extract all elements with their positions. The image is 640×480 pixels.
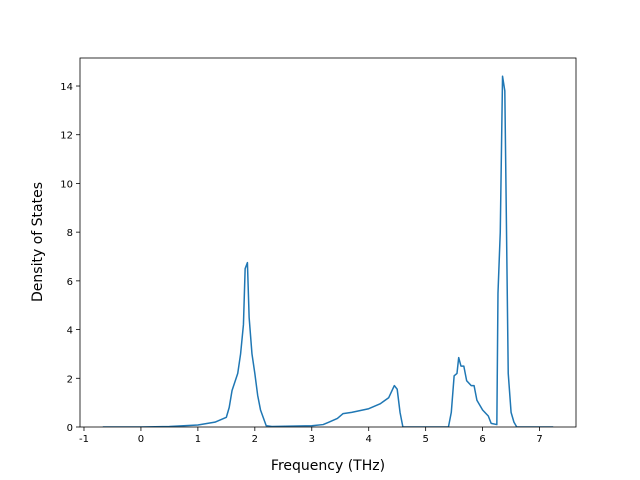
x-tick-label: -1 <box>79 434 89 445</box>
axes-frame <box>79 57 577 428</box>
x-tick-label: 4 <box>366 434 372 445</box>
x-tick-label: 7 <box>536 434 542 445</box>
x-tick-label: 5 <box>422 434 428 445</box>
y-axis-label: Density of States <box>30 182 46 302</box>
x-tick-label: 3 <box>309 434 315 445</box>
y-tick-label: 2 <box>67 374 73 385</box>
y-tick-label: 4 <box>67 326 73 337</box>
x-axis-label: Frequency (THz) <box>271 458 385 474</box>
data-line <box>102 75 554 427</box>
x-tick-label: 0 <box>138 434 144 445</box>
y-tick-label: 6 <box>67 277 73 288</box>
y-tick-label: 12 <box>60 131 73 142</box>
x-tick-label: 6 <box>479 434 485 445</box>
y-tick-label: 8 <box>67 228 73 239</box>
y-tick-label: 10 <box>60 179 73 190</box>
y-tick-label: 0 <box>67 423 73 434</box>
x-tick-label: 2 <box>252 434 258 445</box>
x-tick-label: 1 <box>195 434 201 445</box>
y-tick-label: 14 <box>60 82 73 93</box>
